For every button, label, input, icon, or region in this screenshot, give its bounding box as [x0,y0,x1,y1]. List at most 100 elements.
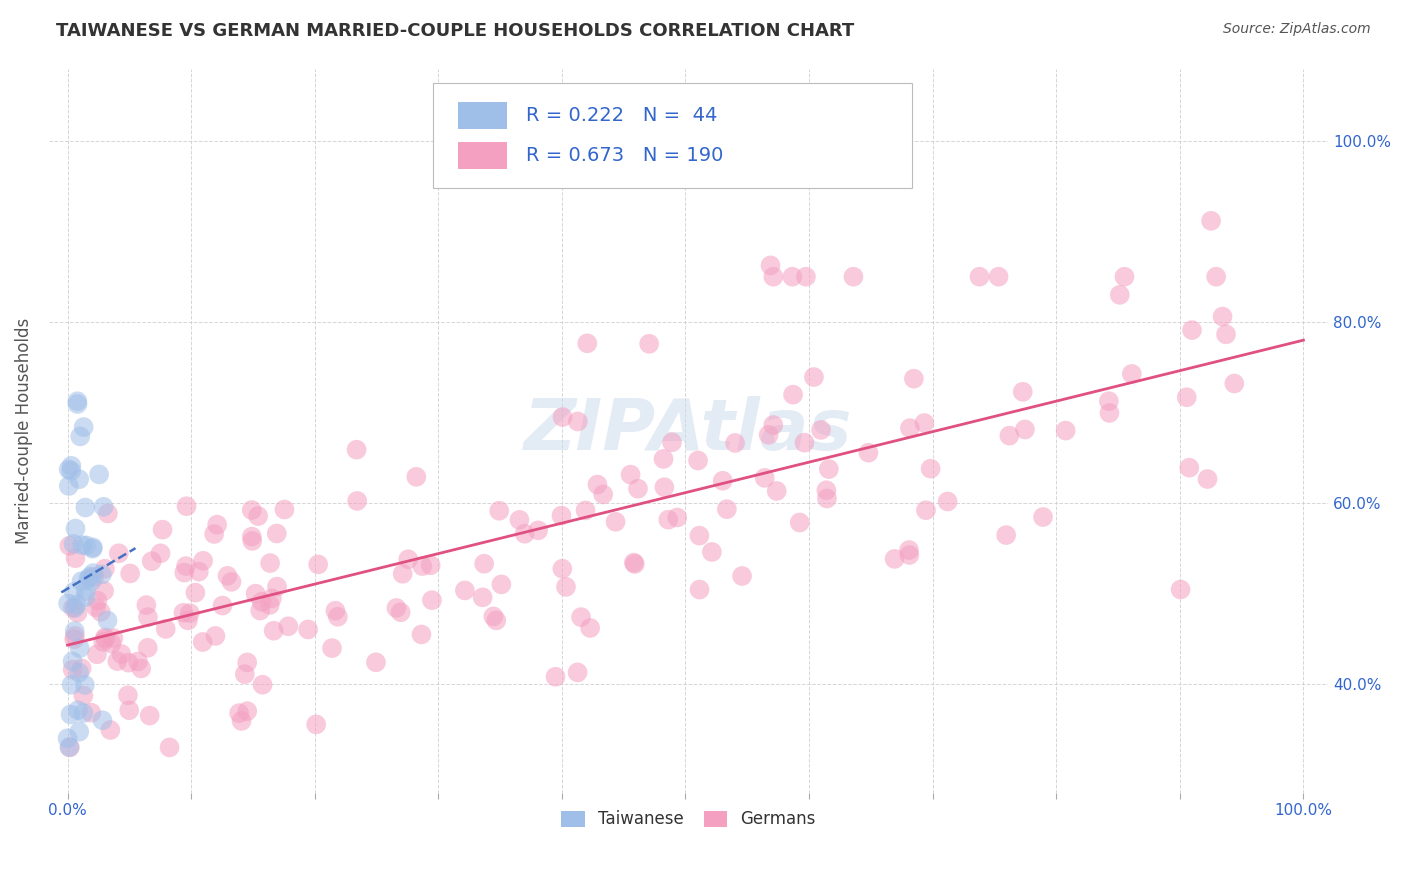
Point [135,598,157,612]
Point [240,533,263,548]
Point [66,606,89,620]
Point [75,584,97,599]
Point [174,559,197,574]
Point [472,557,495,571]
Point [731,569,754,583]
Point [110,647,132,661]
Point [619,467,641,482]
Point [67,472,90,486]
Point [86,648,108,662]
Point [803,370,825,384]
Point [72,420,94,434]
Point [82,541,104,555]
Point [249,603,271,617]
Point [817,462,839,476]
Point [63,624,86,638]
Point [346,494,368,508]
Point [325,604,347,618]
Point [259,556,281,570]
Point [754,471,776,485]
Point [567,665,589,680]
Point [62,537,84,551]
Point [221,574,243,589]
Point [321,641,343,656]
Point [94,630,117,644]
Point [527,524,550,538]
Point [815,491,838,506]
Point [56,596,79,610]
Point [82,541,104,556]
Point [73,678,96,692]
Point [998,428,1021,442]
Point [689,582,711,597]
Point [187,565,209,579]
Point [136,640,159,655]
Point [60,464,83,478]
Point [87,467,110,482]
Point [724,436,747,450]
Point [184,585,207,599]
Point [592,487,614,501]
Point [936,494,959,508]
Point [90,567,112,582]
FancyBboxPatch shape [433,83,912,188]
Point [82,566,104,580]
Point [898,543,921,558]
Point [70,538,93,552]
Point [1054,424,1077,438]
Point [688,528,710,542]
Point [471,591,494,605]
Point [252,678,274,692]
Point [513,526,536,541]
Point [58,462,80,476]
Point [250,595,273,609]
Point [550,508,572,523]
Point [70,574,93,589]
Point [105,654,128,668]
Point [305,717,328,731]
Point [103,631,125,645]
Point [69,641,91,656]
Point [586,477,609,491]
Point [56,731,79,746]
Point [69,429,91,443]
Point [576,336,599,351]
Point [920,461,942,475]
Point [273,502,295,516]
Point [482,609,505,624]
Point [307,558,329,572]
Point [765,483,787,498]
Point [1011,384,1033,399]
Point [883,552,905,566]
Point [118,703,141,717]
Point [1212,310,1234,324]
Point [240,503,263,517]
Point [782,269,804,284]
Point [59,707,82,722]
Point [93,500,115,514]
Point [72,706,94,720]
Point [259,598,281,612]
Point [205,517,228,532]
Point [898,421,921,435]
Point [266,580,288,594]
Point [987,269,1010,284]
Point [97,507,120,521]
Point [389,605,412,619]
Point [62,655,84,669]
Point [117,656,139,670]
Point [842,269,865,284]
Point [93,583,115,598]
Text: ZIPAtlas: ZIPAtlas [524,396,853,465]
Point [60,678,83,692]
Point [657,513,679,527]
Point [245,587,267,601]
Point [211,599,233,613]
Point [638,336,661,351]
Point [396,552,419,566]
Point [58,479,80,493]
Point [488,504,510,518]
Point [67,665,90,680]
FancyBboxPatch shape [458,142,508,169]
Point [66,394,89,409]
